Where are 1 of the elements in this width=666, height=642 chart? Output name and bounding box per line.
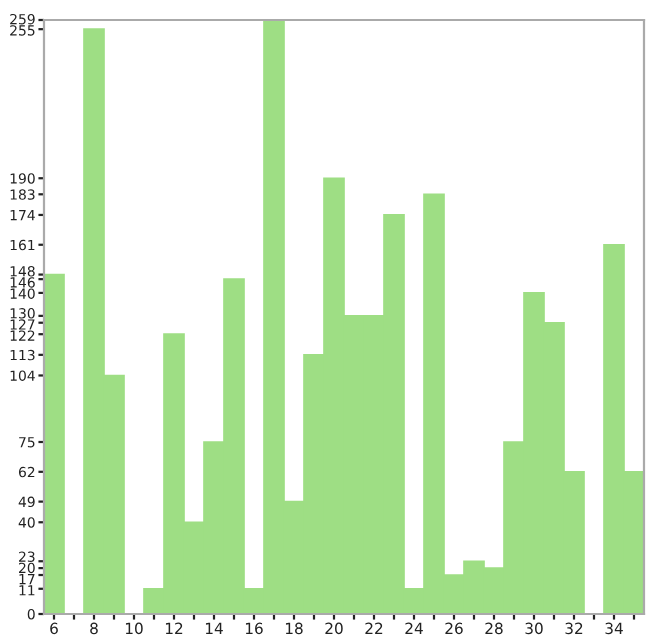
bar: [44, 273, 65, 614]
